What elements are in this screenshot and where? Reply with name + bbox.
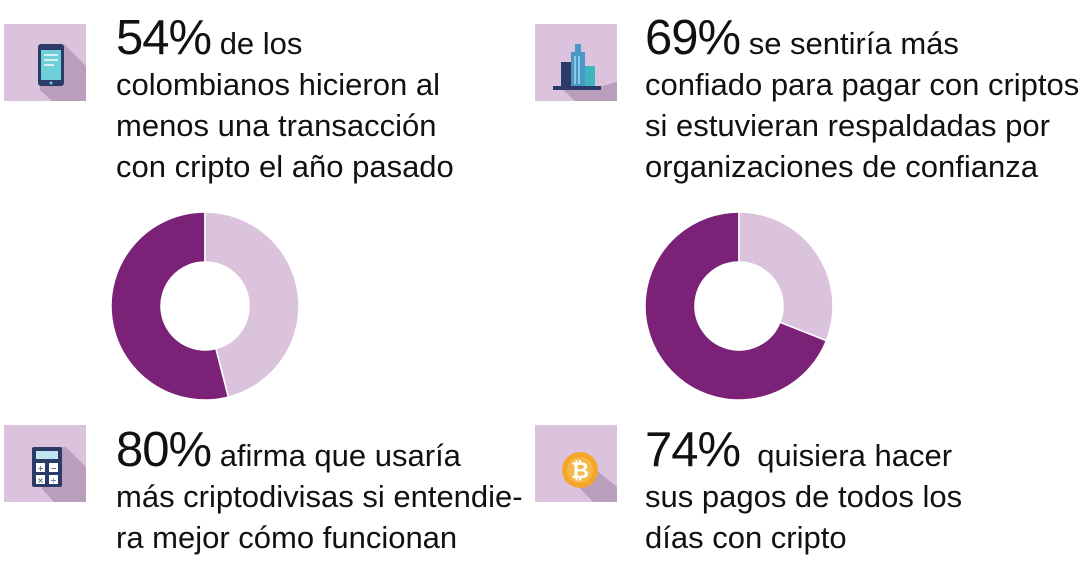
stat-percent: 69%	[645, 11, 741, 65]
calculator-icon: + − × ÷	[32, 447, 86, 502]
icon-tile-1	[4, 24, 86, 101]
svg-text:×: ×	[37, 476, 44, 485]
stat-line: confiado para pagar con criptos	[645, 67, 1080, 102]
stat-line: ra mejor cómo funcionan	[116, 520, 458, 555]
stat-line: colombianos hicieron al	[116, 67, 440, 102]
icon-tile-2	[535, 24, 617, 101]
building-icon	[553, 44, 617, 101]
stat-line: más criptodivisas si entendie-	[116, 479, 523, 514]
stat-line: de los	[211, 26, 303, 61]
stat-text-4: 74% quisiera hacer sus pagos de todos lo…	[645, 426, 963, 558]
stat-line: organizaciones de confianza	[645, 149, 1038, 184]
donut-1-slices	[110, 211, 300, 401]
smartphone-icon	[38, 44, 86, 101]
stat-percent: 74%	[645, 423, 741, 477]
svg-text:−: −	[50, 464, 57, 473]
stat-line: días con cripto	[645, 520, 847, 555]
stat-percent: 54%	[116, 11, 212, 65]
donut-2-slices	[644, 211, 834, 401]
icon-tile-4: ₿	[535, 425, 617, 502]
donut-slice-primary	[644, 211, 828, 401]
icon-tile-3: + − × ÷	[4, 425, 86, 502]
stat-line: menos una transacción	[116, 108, 437, 143]
stat-text-3: 80% afirma que usaría más criptodivisas …	[116, 426, 523, 558]
donut-slice-secondary	[738, 211, 834, 342]
svg-text:+: +	[37, 464, 44, 473]
stat-line: quisiera hacer	[740, 438, 953, 473]
svg-text:₿: ₿	[571, 459, 589, 484]
stat-line: se sentiría más	[740, 26, 959, 61]
stat-line: con cripto el año pasado	[116, 149, 454, 184]
svg-text:÷: ÷	[50, 476, 57, 485]
donut-chart-1	[110, 211, 300, 401]
bitcoin-icon: ₿	[562, 452, 617, 502]
stat-line: afirma que usaría	[211, 438, 461, 473]
stat-line: si estuvieran respaldadas por	[645, 108, 1050, 143]
stat-text-1: 54% de los colombianos hicieron al menos…	[116, 14, 454, 187]
stat-text-2: 69% se sentiría más confiado para pagar …	[645, 14, 1080, 187]
donut-slice-secondary	[204, 211, 300, 398]
donut-slice-primary	[110, 211, 230, 401]
stat-percent: 80%	[116, 423, 212, 477]
stat-line: sus pagos de todos los	[645, 479, 963, 514]
donut-chart-2	[644, 211, 834, 401]
